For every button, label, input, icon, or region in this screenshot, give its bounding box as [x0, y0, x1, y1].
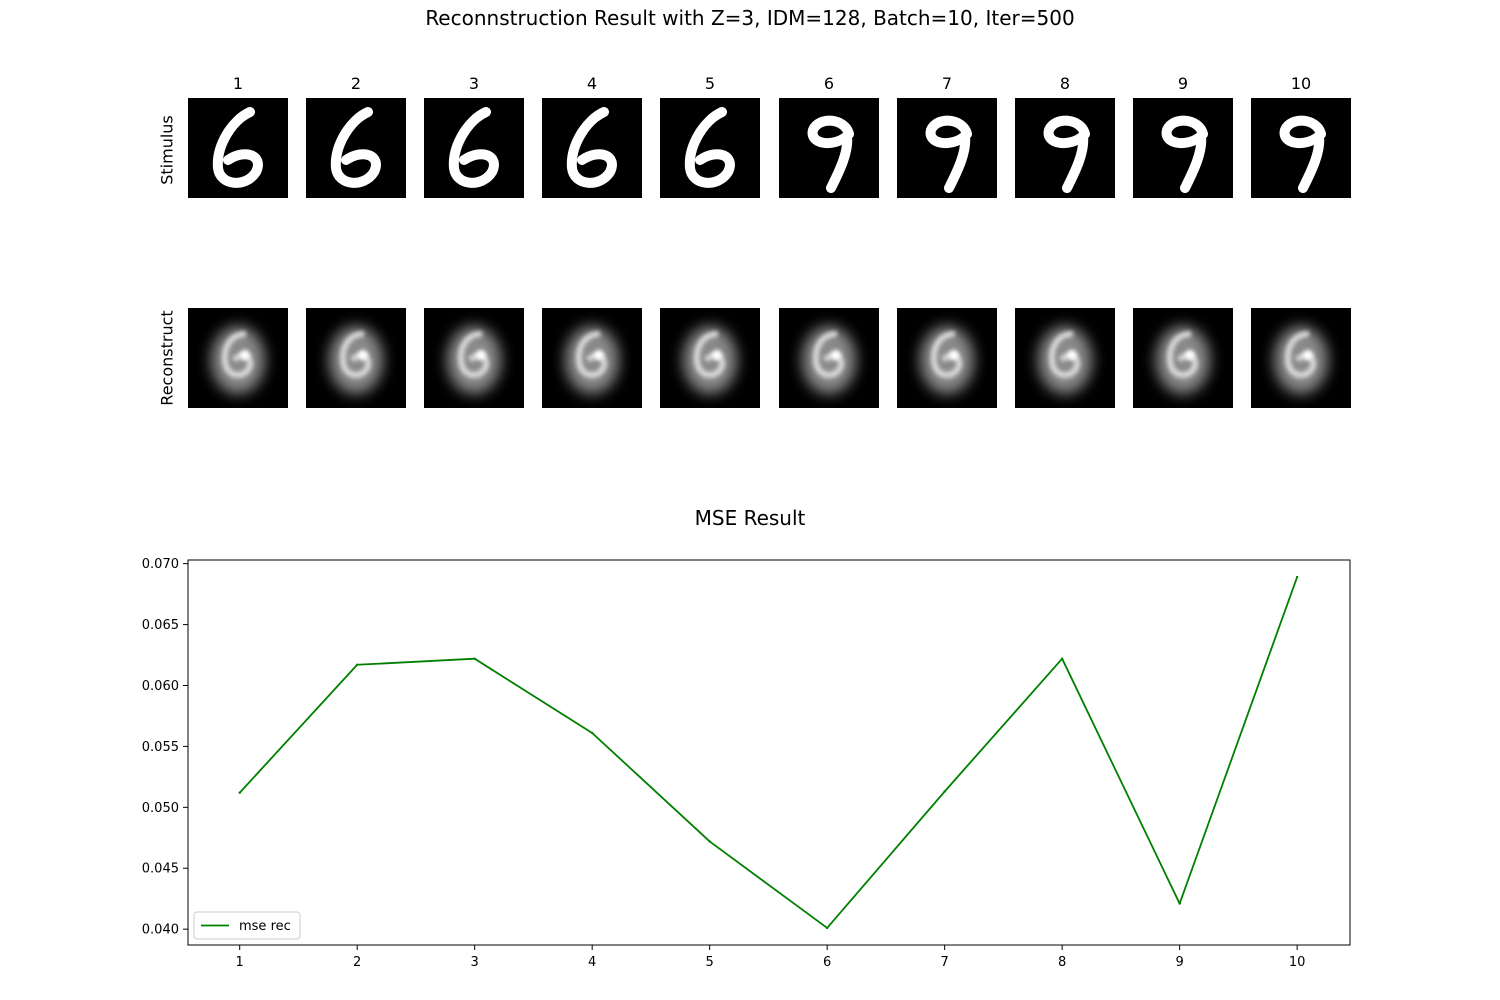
legend-label: mse rec: [239, 919, 291, 934]
x-tick-label: 6: [823, 955, 831, 970]
reconstruct-image: [779, 308, 879, 408]
column-label: 7: [941, 74, 953, 93]
reconstruct-image: [1015, 308, 1115, 408]
column-label: 4: [586, 74, 598, 93]
stimulus-image: [1015, 98, 1115, 198]
data-point: [1178, 902, 1181, 905]
x-tick-label: 7: [941, 955, 949, 970]
stimulus-image: [1133, 98, 1233, 198]
reconstruct-image: [897, 308, 997, 408]
data-point: [473, 657, 476, 660]
reconstruct-image: [306, 308, 406, 408]
x-tick-label: 10: [1289, 955, 1306, 970]
column-label: 10: [1290, 74, 1312, 93]
reconstruct-image: [1133, 308, 1233, 408]
y-tick-label: 0.060: [142, 679, 179, 694]
y-tick-label: 0.040: [142, 923, 179, 938]
x-tick-label: 4: [588, 955, 596, 970]
stimulus-image: [542, 98, 642, 198]
reconstruct-image: [1251, 308, 1351, 408]
x-tick-label: 2: [353, 955, 361, 970]
column-label: 8: [1059, 74, 1071, 93]
stimulus-image: [1251, 98, 1351, 198]
y-tick-label: 0.050: [142, 801, 179, 816]
stimulus-image: [660, 98, 760, 198]
reconstruct-image: [660, 308, 760, 408]
y-tick-label: 0.045: [142, 862, 179, 877]
stimulus-image: [306, 98, 406, 198]
y-tick-label: 0.065: [142, 618, 179, 633]
data-point: [943, 790, 946, 793]
column-label: 5: [704, 74, 716, 93]
stimulus-image: [424, 98, 524, 198]
data-point: [238, 791, 241, 794]
x-tick-label: 5: [706, 955, 714, 970]
column-label: 6: [823, 74, 835, 93]
stimulus-image: [897, 98, 997, 198]
stimulus-image: [188, 98, 288, 198]
data-point: [590, 731, 594, 735]
data-point: [1295, 575, 1299, 579]
data-point: [825, 926, 829, 930]
column-label: 9: [1177, 74, 1189, 93]
reconstruct-image: [424, 308, 524, 408]
x-tick-label: 1: [236, 955, 244, 970]
stimulus-image: [779, 98, 879, 198]
x-tick-label: 3: [471, 955, 479, 970]
column-label: 2: [350, 74, 362, 93]
column-label: 3: [468, 74, 480, 93]
legend-box: [193, 911, 301, 940]
x-tick-label: 8: [1058, 955, 1066, 970]
data-point: [355, 663, 359, 666]
data-point: [1060, 657, 1064, 660]
reconstruct-image: [542, 308, 642, 408]
data-point: [708, 840, 711, 843]
x-tick-label: 9: [1175, 955, 1183, 970]
series-line: [239, 576, 1298, 929]
reconstruct-image: [188, 308, 288, 408]
chart-title: MSE Result: [694, 506, 806, 530]
y-tick-label: 0.055: [142, 740, 179, 755]
column-label: 1: [232, 74, 244, 93]
y-tick-label: 0.070: [142, 557, 179, 572]
plot-frame: [187, 559, 1351, 946]
figure-suptitle: Reconnstruction Result with Z=3, IDM=128…: [425, 6, 1075, 30]
